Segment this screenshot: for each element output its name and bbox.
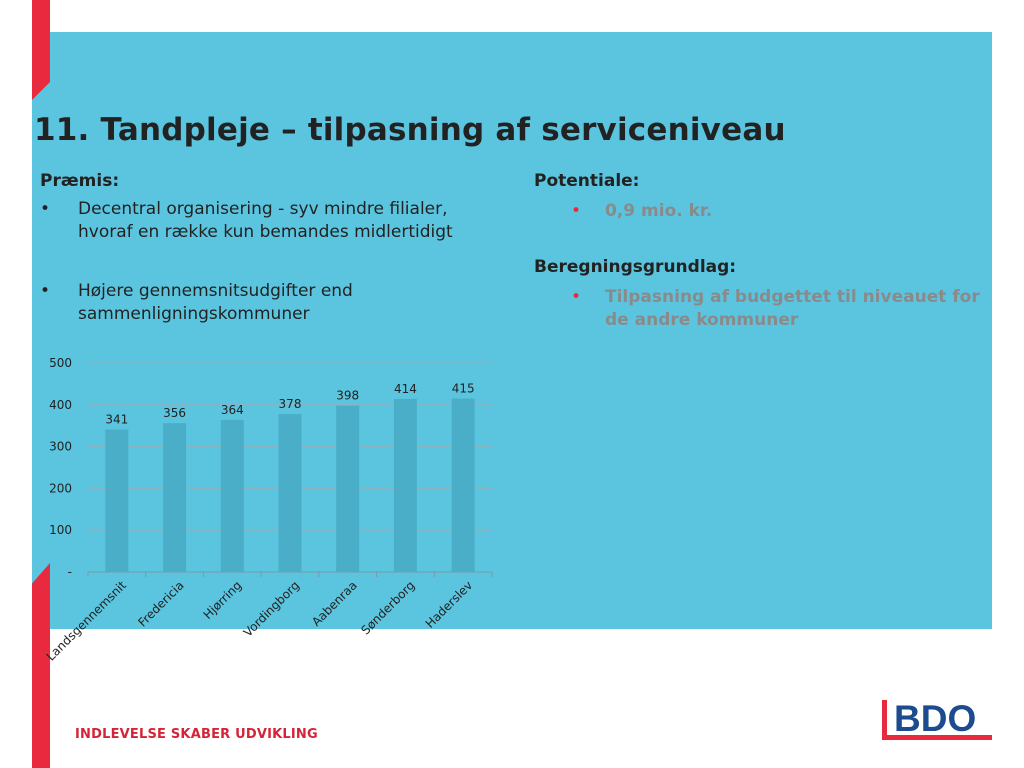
bar-chart: - 100 200 300 400 500 341 Landsgennemsnit 356 Fre… (44, 356, 493, 664)
y-tick-label: 500 (49, 356, 72, 370)
bar (336, 405, 360, 572)
x-tick-label: Sønderborg (358, 578, 417, 637)
premise-bullet-2: • Højere gennemsnitsudgifter end sammenl… (40, 280, 490, 326)
basis-heading: Beregningsgrundlag: (534, 257, 737, 277)
y-tick-label: 200 (49, 481, 72, 495)
data-label: 398 (336, 389, 359, 403)
red-accent-bar-top (32, 0, 50, 100)
bar (220, 419, 244, 572)
footer-tagline: INDLEVELSE SKABER UDVIKLING (75, 727, 318, 742)
data-label: 364 (221, 403, 244, 417)
slide-title: 11. Tandpleje – tilpasning af serviceniv… (34, 112, 786, 148)
y-tick-label: 100 (49, 523, 72, 537)
y-tick-label: - (68, 565, 72, 579)
bar (278, 413, 302, 572)
bullet-symbol: • (571, 201, 582, 221)
bar (451, 398, 475, 572)
x-tick-label: Landsgennemsnit (44, 578, 130, 664)
logo-red-underline (882, 735, 992, 740)
premise-heading: Præmis: (40, 171, 120, 191)
basis-bullet-text: Tilpasning af budgettet til niveauet for… (605, 287, 980, 330)
data-label: 356 (163, 406, 186, 420)
premise-bullet-1: • Decentral organisering - syv mindre fi… (40, 198, 490, 244)
blue-background-panel (32, 32, 992, 629)
bdo-logo: BDO (882, 698, 992, 740)
x-tick-label: Vordingborg (241, 578, 302, 639)
data-label: 415 (452, 382, 475, 396)
data-label: 414 (394, 382, 417, 396)
x-tick-label: Haderslev (423, 578, 476, 631)
x-tick-label: Hjørring (201, 578, 245, 622)
potential-bullet: • 0,9 mio. kr. (571, 200, 991, 223)
potential-bullet-text: 0,9 mio. kr. (605, 201, 713, 221)
bar (105, 429, 129, 572)
y-tick-label: 300 (49, 440, 72, 454)
logo-red-bar (882, 700, 887, 740)
premise-bullet-2-text: Højere gennemsnitsudgifter end sammenlig… (78, 281, 353, 324)
y-tick-label: 400 (49, 398, 72, 412)
data-label: 341 (105, 412, 128, 426)
basis-bullet: • Tilpasning af budgettet til niveauet f… (571, 286, 1001, 332)
x-tick-label: Fredericia (135, 578, 186, 629)
red-accent-bar-bottom (32, 563, 50, 768)
potential-heading: Potentiale: (534, 171, 640, 191)
bar (393, 398, 417, 572)
logo-text: BDO (894, 698, 976, 739)
bullet-symbol: • (40, 199, 51, 219)
bar (163, 423, 187, 572)
x-tick-label: Aabenraa (309, 578, 360, 629)
data-label: 378 (279, 397, 302, 411)
premise-bullet-1-text: Decentral organisering - syv mindre fili… (78, 199, 453, 242)
bullet-symbol: • (571, 287, 582, 307)
bullet-symbol: • (40, 281, 51, 301)
